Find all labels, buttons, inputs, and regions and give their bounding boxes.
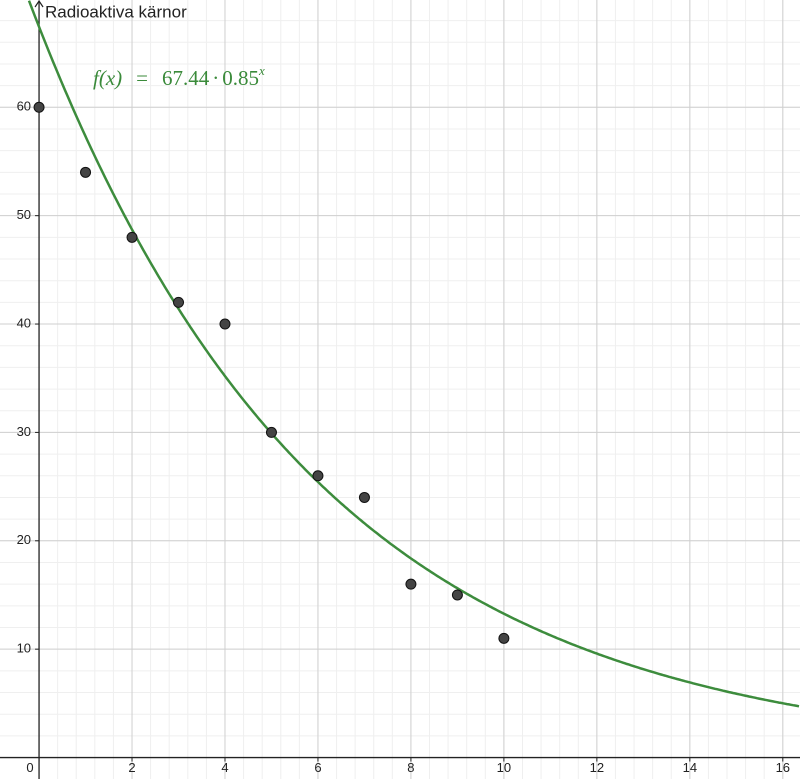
- x-tick-label: 12: [590, 760, 604, 775]
- x-tick-label: 4: [221, 760, 228, 775]
- function-operator: ·: [212, 66, 219, 90]
- y-axis-arrow: [34, 0, 44, 8]
- y-tick-label: 20: [17, 532, 31, 547]
- y-tick-label: 10: [17, 641, 31, 656]
- y-tick-label: 40: [17, 315, 31, 330]
- function-exponent: x: [258, 63, 265, 78]
- y-tick-label: 50: [17, 207, 31, 222]
- data-point: [265, 426, 277, 438]
- data-point: [451, 589, 463, 601]
- function-name: f(x): [93, 66, 122, 90]
- data-point: [126, 231, 138, 243]
- x-tick-label: 2: [128, 760, 135, 775]
- function-base: 0.85: [222, 66, 259, 90]
- x-tick-label: 6: [314, 760, 321, 775]
- data-point: [312, 470, 324, 482]
- data-point: [405, 578, 417, 590]
- data-point: [80, 166, 92, 178]
- data-point: [219, 318, 231, 330]
- function-equals: =: [136, 66, 148, 90]
- data-point: [33, 101, 45, 113]
- x-tick-label: 14: [683, 760, 697, 775]
- function-coefficient: 67.44: [162, 66, 210, 90]
- x-tick-label: 0: [26, 760, 33, 775]
- x-tick-label: 10: [497, 760, 511, 775]
- x-tick-label: 16: [776, 760, 790, 775]
- fit-curve: [27, 0, 800, 708]
- function-label: f(x) = 67.44 · 0.85x: [93, 63, 265, 90]
- y-tick-label: 60: [17, 99, 31, 114]
- x-tick-label: 8: [407, 760, 414, 775]
- data-point: [358, 491, 370, 503]
- data-point: [498, 632, 510, 644]
- y-tick-label: 30: [17, 424, 31, 439]
- data-point: [173, 296, 185, 308]
- y-axis-label: Radioaktiva kärnor: [45, 2, 187, 21]
